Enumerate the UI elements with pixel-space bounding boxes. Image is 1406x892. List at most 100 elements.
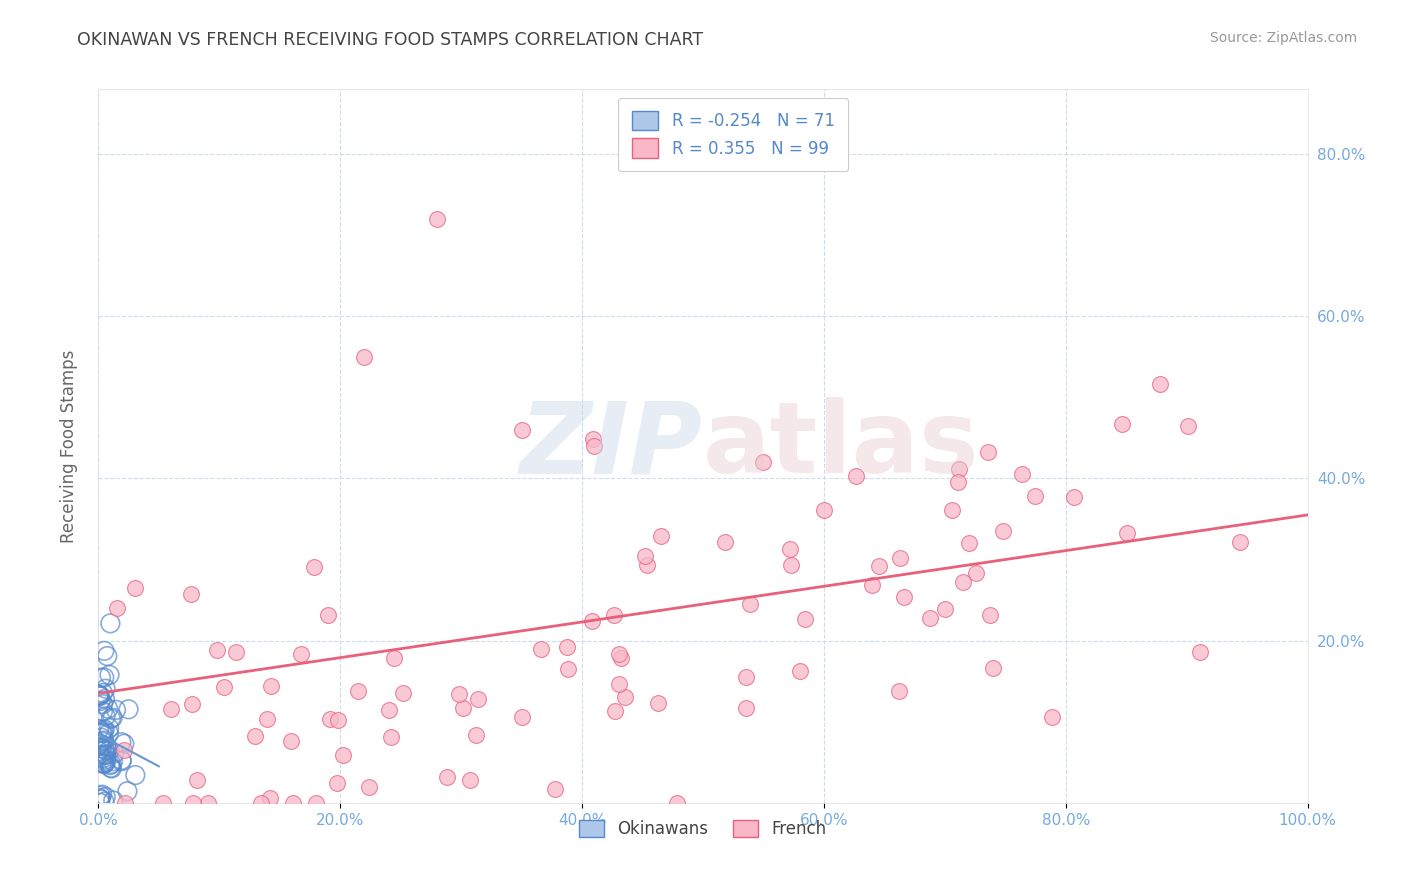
Point — [93, 747, 115, 762]
Point — [920, 610, 942, 624]
Point — [510, 710, 533, 724]
Text: ZIP: ZIP — [520, 398, 703, 494]
Point — [93, 723, 115, 738]
Point — [780, 558, 803, 573]
Point — [993, 524, 1015, 539]
Point — [103, 747, 125, 761]
Point — [124, 581, 146, 595]
Point — [243, 729, 266, 743]
Point — [957, 536, 980, 550]
Point — [89, 791, 111, 805]
Point — [256, 712, 278, 726]
Point — [117, 784, 139, 798]
Point — [465, 728, 488, 742]
Point — [159, 702, 181, 716]
Point — [447, 687, 470, 701]
Point — [117, 702, 139, 716]
Point — [893, 590, 915, 604]
Point — [380, 730, 402, 744]
Point — [458, 772, 481, 787]
Point — [283, 796, 305, 810]
Point — [186, 772, 208, 787]
Point — [467, 692, 489, 706]
Point — [305, 796, 328, 810]
Point — [1116, 525, 1139, 540]
Point — [979, 608, 1001, 623]
Point — [181, 697, 204, 711]
Point — [89, 748, 111, 763]
Point — [93, 756, 115, 771]
Point — [636, 558, 658, 572]
Point — [91, 735, 114, 749]
Point — [948, 462, 970, 476]
Point — [91, 697, 114, 711]
Point — [89, 690, 111, 704]
Point — [98, 758, 121, 772]
Point — [647, 696, 669, 710]
Point — [634, 549, 657, 563]
Point — [96, 649, 118, 664]
Point — [952, 574, 974, 589]
Point — [332, 748, 354, 763]
Point — [100, 712, 122, 726]
Point — [436, 770, 458, 784]
Point — [316, 607, 339, 622]
Point — [90, 671, 112, 685]
Point — [290, 647, 312, 661]
Point — [845, 468, 868, 483]
Point — [89, 796, 111, 810]
Point — [1188, 645, 1211, 659]
Point — [889, 550, 911, 565]
Point — [426, 211, 449, 226]
Point — [813, 503, 835, 517]
Point — [583, 439, 606, 453]
Point — [91, 705, 114, 719]
Point — [977, 445, 1000, 459]
Point — [94, 790, 117, 805]
Point — [87, 722, 110, 736]
Point — [101, 754, 124, 768]
Point — [97, 702, 120, 716]
Point — [111, 753, 134, 767]
Point — [965, 566, 987, 581]
Point — [530, 641, 553, 656]
Point — [93, 671, 115, 685]
Point — [868, 559, 890, 574]
Point — [90, 737, 112, 751]
Point — [1177, 418, 1199, 433]
Point — [304, 560, 326, 574]
Y-axis label: Receiving Food Stamps: Receiving Food Stamps — [59, 350, 77, 542]
Point — [94, 747, 117, 762]
Point — [90, 726, 112, 740]
Point — [124, 768, 146, 782]
Point — [378, 703, 401, 717]
Point — [359, 780, 381, 795]
Point — [789, 664, 811, 678]
Point — [89, 689, 111, 703]
Point — [544, 781, 567, 796]
Point — [614, 690, 637, 704]
Point — [90, 741, 112, 756]
Point — [105, 601, 128, 615]
Point — [93, 795, 115, 809]
Point — [889, 684, 911, 698]
Point — [98, 743, 121, 757]
Point — [96, 739, 118, 754]
Point — [91, 686, 114, 700]
Point — [319, 712, 342, 726]
Point — [98, 721, 121, 735]
Point — [382, 651, 405, 665]
Point — [100, 761, 122, 775]
Point — [260, 679, 283, 693]
Point — [114, 796, 136, 810]
Point — [451, 700, 474, 714]
Point — [1149, 377, 1171, 392]
Point — [110, 735, 132, 749]
Point — [205, 642, 228, 657]
Point — [510, 423, 533, 437]
Point — [557, 662, 579, 676]
Point — [152, 796, 174, 810]
Point — [93, 756, 115, 771]
Point — [280, 734, 302, 748]
Point — [91, 756, 114, 771]
